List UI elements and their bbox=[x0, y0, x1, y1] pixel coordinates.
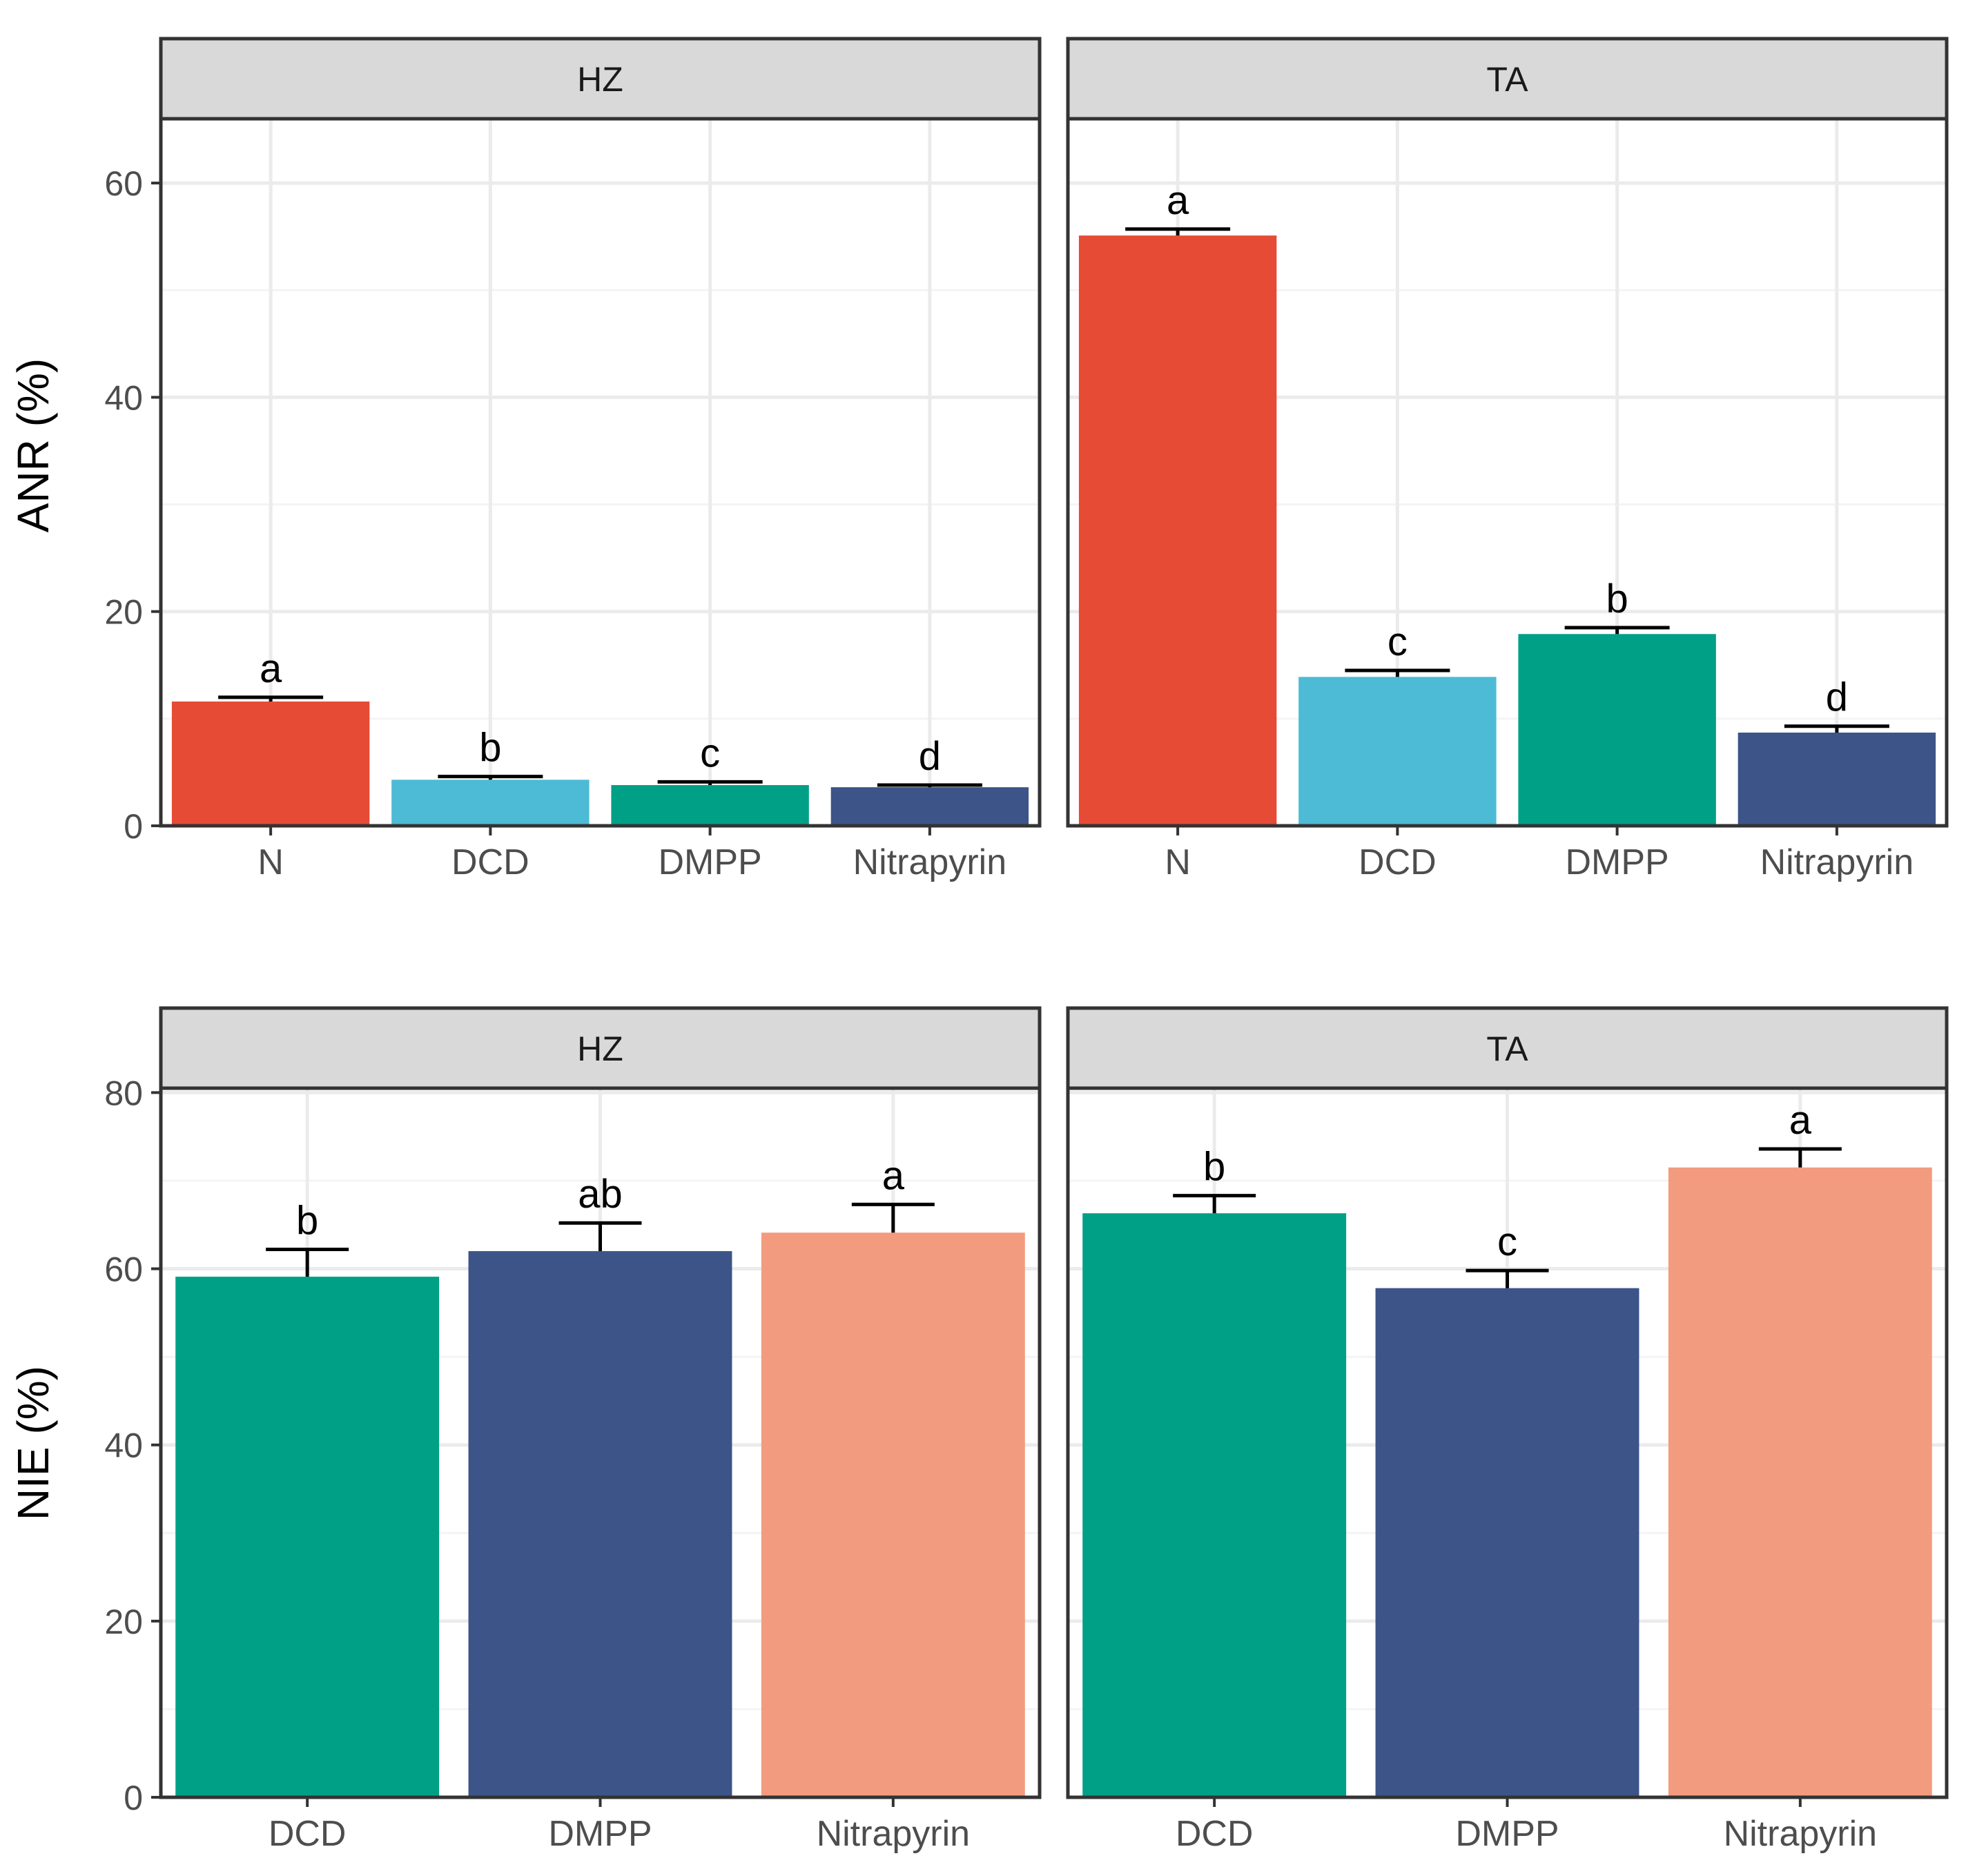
significance-letter-0-1-1: c bbox=[1388, 619, 1408, 664]
x-tick-label-0-0-2: DMPP bbox=[659, 842, 762, 882]
significance-letter-0-0-3: d bbox=[919, 734, 941, 779]
x-tick-label-1-1-2: Nitrapyrin bbox=[1724, 1814, 1878, 1854]
bar-1-0-2 bbox=[761, 1232, 1025, 1797]
facet-strip-label-0-0: HZ bbox=[577, 60, 623, 99]
bar-0-0-0 bbox=[171, 702, 370, 826]
bar-1-0-1 bbox=[468, 1251, 732, 1797]
significance-letter-1-0-1: ab bbox=[578, 1172, 623, 1217]
bar-0-1-2 bbox=[1518, 634, 1716, 826]
x-tick-label-0-1-3: Nitrapyrin bbox=[1760, 842, 1914, 882]
significance-letter-1-1-0: b bbox=[1203, 1145, 1225, 1190]
significance-letter-0-1-2: b bbox=[1606, 577, 1628, 621]
x-tick-label-1-1-1: DMPP bbox=[1455, 1814, 1559, 1854]
facet-strip-0-0 bbox=[159, 37, 1042, 121]
bar-0-0-1 bbox=[391, 780, 590, 826]
significance-letter-0-0-0: a bbox=[260, 646, 282, 691]
y-tick-label-1-3: 60 bbox=[104, 1250, 143, 1289]
bar-0-0-2 bbox=[611, 785, 809, 826]
x-tick-label-0-1-1: DCD bbox=[1359, 842, 1437, 882]
significance-letter-0-0-2: c bbox=[700, 731, 720, 775]
x-tick-label-0-0-3: Nitrapyrin bbox=[853, 842, 1007, 882]
facet-strip-1-1 bbox=[1066, 1006, 1949, 1090]
facet-strip-1-0 bbox=[159, 1006, 1042, 1090]
bar-0-1-0 bbox=[1078, 235, 1277, 826]
y-axis-title-0: ANR (%) bbox=[8, 358, 58, 532]
significance-letter-0-1-3: d bbox=[1826, 675, 1848, 720]
facet-strip-label-1-1: TA bbox=[1486, 1029, 1528, 1068]
bar-1-0-0 bbox=[175, 1277, 440, 1797]
bar-1-1-2 bbox=[1668, 1167, 1932, 1797]
y-tick-label-1-2: 40 bbox=[104, 1427, 143, 1465]
bar-0-1-1 bbox=[1298, 677, 1497, 826]
significance-letter-0-0-1: b bbox=[479, 726, 501, 771]
y-axis-title-1: NIE (%) bbox=[8, 1366, 58, 1520]
x-tick-label-0-0-1: DCD bbox=[451, 842, 529, 882]
x-tick-label-1-1-0: DCD bbox=[1176, 1814, 1254, 1854]
y-tick-label-0-0: 0 bbox=[124, 807, 143, 846]
bar-1-1-1 bbox=[1375, 1288, 1639, 1797]
y-tick-label-1-0: 0 bbox=[124, 1779, 143, 1817]
facet-strip-0-1 bbox=[1066, 37, 1949, 121]
significance-letter-1-0-2: a bbox=[882, 1153, 905, 1198]
x-tick-label-1-0-1: DMPP bbox=[548, 1814, 652, 1854]
y-tick-label-0-1: 20 bbox=[104, 593, 143, 632]
y-tick-label-0-3: 60 bbox=[104, 164, 143, 203]
significance-letter-1-1-2: a bbox=[1789, 1098, 1812, 1143]
x-tick-label-1-0-0: DCD bbox=[269, 1814, 347, 1854]
y-tick-label-1-1: 20 bbox=[104, 1603, 143, 1641]
bar-0-0-3 bbox=[830, 787, 1029, 826]
bar-0-1-3 bbox=[1738, 733, 1936, 826]
facet-strip-label-1-0: HZ bbox=[577, 1029, 623, 1068]
y-tick-label-0-2: 40 bbox=[104, 378, 143, 417]
x-tick-label-0-1-2: DMPP bbox=[1566, 842, 1669, 882]
significance-letter-1-1-1: c bbox=[1497, 1219, 1517, 1264]
x-tick-label-0-1-0: N bbox=[1165, 842, 1191, 882]
y-tick-label-1-4: 80 bbox=[104, 1074, 143, 1112]
x-tick-label-0-0-0: N bbox=[257, 842, 284, 882]
bar-1-1-0 bbox=[1082, 1213, 1347, 1797]
facet-strip-label-0-1: TA bbox=[1486, 60, 1528, 99]
significance-letter-0-1-0: a bbox=[1167, 178, 1189, 223]
significance-letter-1-0-0: b bbox=[296, 1198, 318, 1243]
x-tick-label-1-0-2: Nitrapyrin bbox=[817, 1814, 971, 1854]
